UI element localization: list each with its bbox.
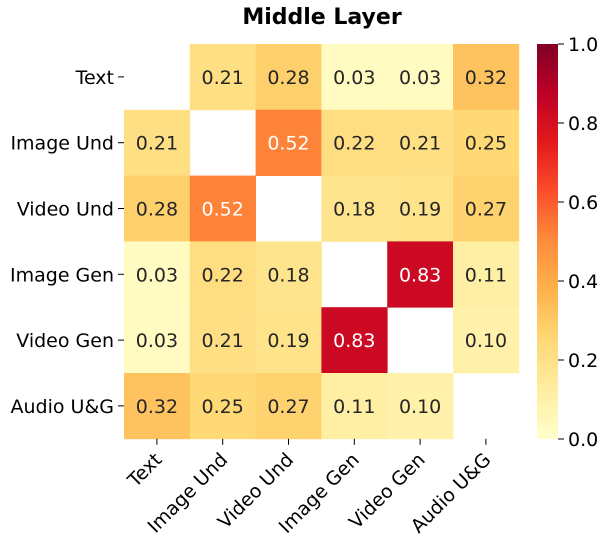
cell-value-label: 0.32 — [136, 396, 178, 418]
cell-value-label: 0.83 — [399, 264, 441, 286]
heatmap-cell — [321, 109, 388, 176]
colorbar-tick-label: 0.6 — [568, 192, 598, 214]
cell-value-label: 0.22 — [202, 264, 244, 286]
colorbar-tick-label: 0.0 — [568, 429, 598, 451]
cell-value-label: 0.03 — [136, 264, 178, 286]
cell-value-label: 0.19 — [399, 199, 441, 221]
heatmap-cell — [387, 44, 454, 111]
row-tick-label: Image Und — [10, 133, 114, 155]
heatmap-cell — [124, 241, 191, 308]
heatmap-cell — [387, 241, 454, 308]
heatmap-cells — [124, 44, 520, 440]
heatmap-cell — [189, 175, 256, 242]
cell-value-label: 0.27 — [267, 396, 309, 418]
heatmap-cell-labels: 0.21 0.28 0.03 0.03 0.32 0.21 0.52 0.22 0.21 0.25… — [136, 67, 507, 418]
cell-value-label: 0.27 — [465, 199, 507, 221]
cell-value-label: 0.18 — [333, 199, 375, 221]
row-tick-label: Image Gen — [10, 264, 114, 286]
heatmap-cell — [255, 307, 322, 374]
cell-value-label: 0.28 — [267, 67, 309, 89]
heatmap-cell — [321, 373, 388, 440]
heatmap-cell — [453, 307, 520, 374]
cell-value-label: 0.52 — [267, 133, 309, 155]
cell-value-label: 0.19 — [267, 330, 309, 352]
cell-value-label: 0.52 — [202, 199, 244, 221]
heatmap-cell — [124, 175, 191, 242]
cell-value-label: 0.83 — [333, 330, 375, 352]
heatmap-cell — [321, 175, 388, 242]
cell-value-label: 0.25 — [465, 133, 507, 155]
cell-value-label: 0.21 — [399, 133, 441, 155]
cell-value-label: 0.21 — [202, 67, 244, 89]
cell-value-label: 0.03 — [136, 330, 178, 352]
heatmap-cell — [189, 373, 256, 440]
row-tick-label: Video Und — [17, 199, 114, 221]
cell-value-label: 0.21 — [202, 330, 244, 352]
heatmap-cell — [453, 44, 520, 111]
colorbar-tick-label: 0.4 — [568, 271, 598, 293]
heatmap-cell — [387, 175, 454, 242]
heatmap-cell — [387, 373, 454, 440]
heatmap-cell — [189, 44, 256, 111]
row-tick-label: Text — [75, 67, 114, 89]
heatmap-cell — [453, 241, 520, 308]
heatmap-cell — [387, 109, 454, 176]
cell-value-label: 0.03 — [333, 67, 375, 89]
heatmap-cell — [255, 109, 322, 176]
row-tick-label: Audio U&G — [11, 396, 115, 418]
colorbar-tick-label: 0.2 — [568, 350, 598, 372]
heatmap-cell — [124, 373, 191, 440]
heatmap-cell — [453, 175, 520, 242]
cell-value-label: 0.11 — [333, 396, 375, 418]
heatmap-cell — [189, 241, 256, 308]
heatmap-cell — [189, 307, 256, 374]
heatmap-cell — [453, 109, 520, 176]
cell-value-label: 0.32 — [465, 67, 507, 89]
heatmap-cell — [124, 307, 191, 374]
colorbar — [537, 44, 558, 439]
cell-value-label: 0.28 — [136, 199, 178, 221]
cell-value-label: 0.21 — [136, 133, 178, 155]
cell-value-label: 0.10 — [399, 396, 441, 418]
row-tick-label: Video Gen — [16, 330, 114, 352]
cell-value-label: 0.03 — [399, 67, 441, 89]
colorbar-tick-label: 1.0 — [568, 34, 598, 56]
row-tick-labels: Text Image Und Video Und Image Gen Video Gen… — [10, 67, 124, 418]
chart-title: Middle Layer — [242, 5, 402, 30]
cell-value-label: 0.22 — [333, 133, 375, 155]
cell-value-label: 0.18 — [267, 264, 309, 286]
colorbar-tick-label: 0.8 — [568, 113, 598, 135]
cell-value-label: 0.25 — [202, 396, 244, 418]
column-tick-label: Text — [123, 449, 166, 492]
cell-value-label: 0.11 — [465, 264, 507, 286]
heatmap-cell — [255, 44, 322, 111]
cell-value-label: 0.10 — [465, 330, 507, 352]
heatmap-cell — [255, 241, 322, 308]
heatmap-cell — [124, 109, 191, 176]
heatmap-cell — [321, 44, 388, 111]
colorbar-ticks: 0.0 0.2 0.4 0.6 0.8 1.0 — [558, 34, 598, 451]
heatmap-cell — [321, 307, 388, 374]
heatmap-cell — [255, 373, 322, 440]
